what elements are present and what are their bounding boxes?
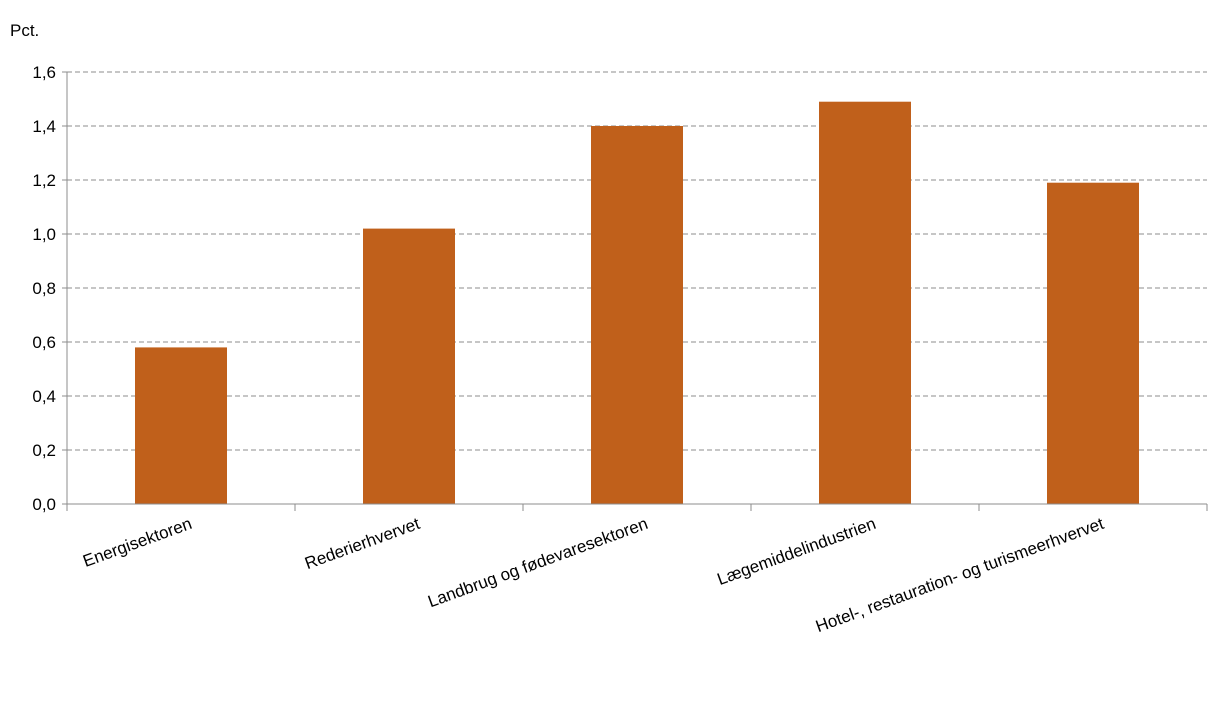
- y-tick-label: 0,8: [32, 279, 56, 298]
- y-tick-label: 0,0: [32, 495, 56, 514]
- y-axis-unit-label: Pct.: [10, 21, 39, 40]
- y-tick-label: 1,4: [32, 117, 56, 136]
- bar: [135, 347, 227, 504]
- y-tick-label: 0,6: [32, 333, 56, 352]
- y-tick-labels: 0,0 0,2 0,4 0,6 0,8 1,0 1,2 1,4 1,6: [32, 63, 56, 514]
- bar: [591, 126, 683, 504]
- y-tick-label: 0,2: [32, 441, 56, 460]
- y-tick-label: 1,6: [32, 63, 56, 82]
- y-tick-label: 1,0: [32, 225, 56, 244]
- bar: [363, 228, 455, 504]
- x-tick-label: Rederierhvervet: [302, 514, 422, 573]
- axes: [62, 71, 1208, 511]
- y-tick-label: 0,4: [32, 387, 56, 406]
- bar: [819, 101, 911, 504]
- x-tick-labels: Energisektoren Rederierhvervet Landbrug og…: [80, 514, 1106, 636]
- bar: [1047, 182, 1139, 504]
- x-tick-label: Landbrug og fødevaresektoren: [425, 514, 650, 611]
- x-tick-label: Energisektoren: [80, 514, 194, 571]
- bars: [135, 101, 1139, 504]
- x-tick-label: Lægemiddelindustrien: [715, 514, 879, 589]
- y-tick-label: 1,2: [32, 171, 56, 190]
